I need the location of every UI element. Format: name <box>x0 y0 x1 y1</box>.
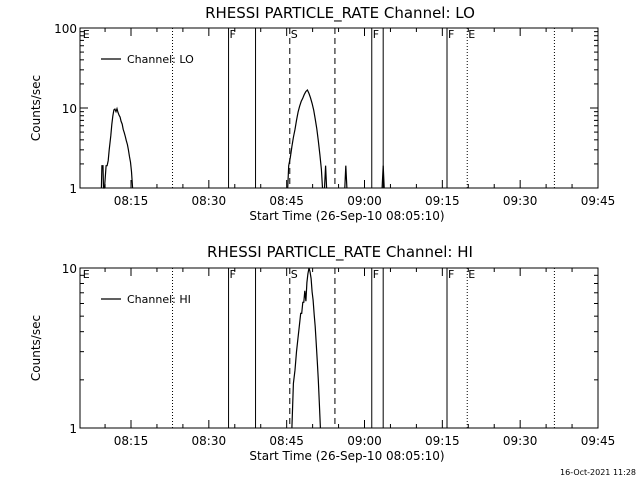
hi-event-label-8: F <box>448 268 454 281</box>
lo-x-axis-label: Start Time (26-Sep-10 08:05:10) <box>249 209 444 223</box>
hi-y-tick-label-0: 1 <box>69 422 77 436</box>
hi-chart-title: RHESSI PARTICLE_RATE Channel: HI <box>207 243 473 262</box>
plot-timestamp: 16-Oct-2021 11:28 <box>560 468 636 477</box>
hi-event-label-6: F <box>373 268 379 281</box>
hi-x-tick-label-4: 09:15 <box>425 434 460 448</box>
lo-y-axis-label: Counts/sec <box>29 75 43 141</box>
lo-legend-label: Channel: LO <box>127 53 194 66</box>
lo-x-tick-label-2: 08:45 <box>269 194 304 208</box>
hi-event-label-4: S <box>291 268 298 281</box>
lo-x-tick-label-0: 08:15 <box>114 194 149 208</box>
hi-x-tick-label-0: 08:15 <box>114 434 149 448</box>
lo-plot-frame <box>79 27 599 189</box>
lo-event-label-0: E <box>83 28 90 41</box>
lo-x-tick-label-1: 08:30 <box>192 194 227 208</box>
hi-x-tick-label-3: 09:00 <box>347 434 382 448</box>
hi-channel-panel: E F S F F E 08:15 08:30 08:45 09:00 09:15 09:30 09:4… <box>29 243 615 463</box>
hi-legend-label: Channel: HI <box>127 293 191 306</box>
lo-series-line-0-4 <box>381 165 385 189</box>
hi-event-label-2: F <box>230 268 236 281</box>
hi-event-label-0: E <box>83 268 90 281</box>
lo-series-line-0-3 <box>344 165 348 189</box>
lo-x-tick-label-5: 09:30 <box>503 194 538 208</box>
hi-event-label-9: E <box>468 268 475 281</box>
lo-event-label-2: F <box>230 28 236 41</box>
lo-event-label-4: S <box>291 28 298 41</box>
lo-y-tick-label-0: 1 <box>69 182 77 196</box>
lo-event-label-8: F <box>448 28 454 41</box>
lo-event-label-6: F <box>373 28 379 41</box>
hi-x-axis-label: Start Time (26-Sep-10 08:05:10) <box>249 449 444 463</box>
hi-x-tick-label-6: 09:45 <box>581 434 616 448</box>
hi-x-tick-label-5: 09:30 <box>503 434 538 448</box>
lo-y-tick-label-2: 100 <box>54 22 77 36</box>
lo-y-tick-label-1: 10 <box>62 102 77 116</box>
hi-x-tick-label-2: 08:45 <box>269 434 304 448</box>
lo-x-tick-label-3: 09:00 <box>347 194 382 208</box>
lo-chart-title: RHESSI PARTICLE_RATE Channel: LO <box>205 4 475 23</box>
lo-series-line-0-0 <box>100 106 134 189</box>
hi-series-line-0-0 <box>291 267 321 429</box>
hi-y-axis-label: Counts/sec <box>29 315 43 381</box>
hi-y-tick-label-1: 10 <box>62 262 77 276</box>
lo-channel-panel: E F S F F E 08:15 08:30 08:45 09:00 09:15 09:30 09:4… <box>29 4 615 223</box>
lo-x-tick-label-6: 09:45 <box>581 194 616 208</box>
hi-x-tick-label-1: 08:30 <box>192 434 227 448</box>
lo-x-tick-label-4: 09:15 <box>425 194 460 208</box>
hi-plot-frame <box>79 267 599 429</box>
lo-event-label-9: E <box>468 28 475 41</box>
lo-series-line-0-1 <box>287 88 324 189</box>
lo-series-line-0-2 <box>323 165 328 189</box>
